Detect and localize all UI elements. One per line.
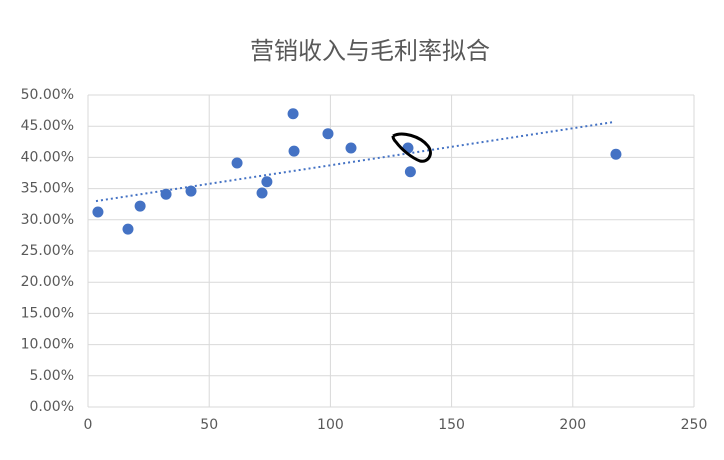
x-tick-label: 100 [317, 417, 344, 433]
point [345, 142, 357, 154]
point [287, 108, 299, 120]
point [261, 176, 273, 188]
x-tick-label: 200 [559, 417, 586, 433]
y-tick-label: 25.00% [21, 243, 74, 259]
point [231, 157, 243, 169]
point [122, 223, 134, 235]
x-tick-label: 250 [681, 417, 708, 433]
point [256, 187, 268, 199]
point [404, 166, 416, 178]
x-tick-label: 150 [438, 417, 465, 433]
y-tick-label: 15.00% [21, 305, 74, 321]
chart-title: 营销收入与毛利率拟合 [250, 37, 490, 65]
y-tick-label: 20.00% [21, 274, 74, 290]
y-tick-label: 40.00% [21, 149, 74, 165]
y-tick-label: 45.00% [21, 118, 74, 134]
x-tick-label: 0 [84, 417, 93, 433]
y-tick-label: 50.00% [21, 87, 74, 103]
point [288, 145, 300, 157]
y-tick-label: 30.00% [21, 212, 74, 228]
point [92, 206, 104, 218]
point [134, 200, 146, 212]
point [160, 188, 172, 200]
x-tick-label: 50 [200, 417, 218, 433]
y-tick-label: 35.00% [21, 181, 74, 197]
point [610, 148, 622, 160]
hand-drawn-circle [391, 132, 432, 163]
y-tick-label: 10.00% [21, 337, 74, 353]
point [185, 185, 197, 197]
point [322, 128, 334, 140]
y-tick-label: 0.00% [30, 399, 74, 415]
y-tick-label: 5.00% [30, 368, 74, 384]
